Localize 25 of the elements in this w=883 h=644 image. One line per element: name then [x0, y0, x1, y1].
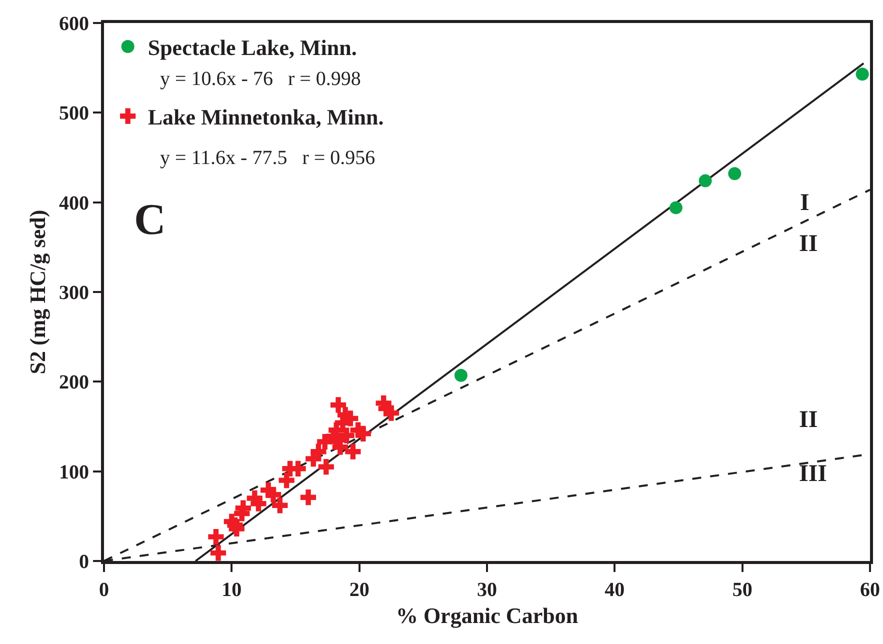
legend-label: Spectacle Lake, Minn. [148, 35, 357, 60]
legend-label: Lake Minnetonka, Minn. [148, 104, 384, 130]
y-tick-label: 300 [59, 282, 89, 304]
annotation: y = 10.6x - 76 r = 0.998 [160, 68, 361, 90]
x-tick-label: 60 [860, 579, 880, 601]
y-tick-label: 600 [59, 13, 89, 35]
x-tick-label: 10 [222, 579, 242, 601]
x-tick-label: 20 [349, 579, 370, 601]
annotation: II [799, 407, 818, 433]
x-tick-label: 0 [99, 579, 109, 601]
x-tick-label: 40 [604, 579, 625, 601]
x-axis-title: % Organic Carbon [396, 602, 578, 628]
y-tick-label: 500 [59, 102, 89, 125]
y-tick-label: 400 [59, 192, 89, 214]
annotation: C [134, 195, 166, 244]
annotation: I [800, 190, 810, 216]
x-tick-label: 50 [732, 579, 752, 601]
x-tick-label: 30 [477, 579, 497, 601]
y-axis-title: S2 (mg HC/g sed) [24, 210, 50, 374]
y-tick-label: 0 [79, 551, 89, 573]
annotation: II [799, 231, 818, 257]
annotation: y = 11.6x - 77.5 r = 0.956 [160, 147, 376, 169]
y-tick-label: 200 [59, 372, 89, 394]
annotation: III [799, 461, 828, 487]
y-tick-label: 100 [59, 461, 89, 484]
